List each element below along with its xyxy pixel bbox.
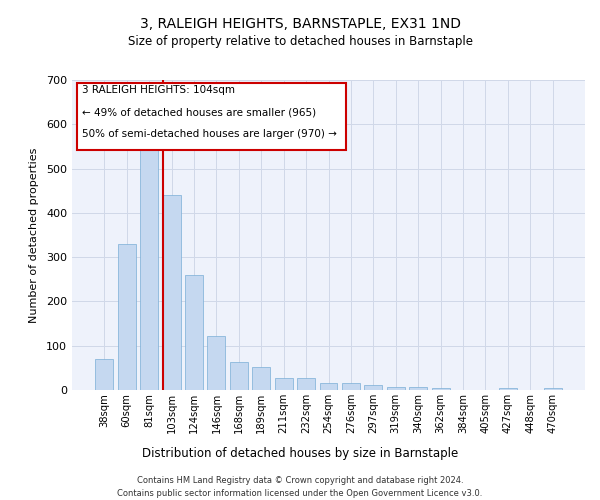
Text: 50% of semi-detached houses are larger (970) →: 50% of semi-detached houses are larger (… [82,129,337,139]
Bar [275,378,293,390]
Y-axis label: Number of detached properties: Number of detached properties [29,148,39,322]
Bar [185,275,203,390]
Bar [163,195,181,390]
Bar [252,366,270,390]
Bar [499,388,517,390]
Text: ← 49% of detached houses are smaller (965): ← 49% of detached houses are smaller (96… [82,107,316,117]
Text: 3 RALEIGH HEIGHTS: 104sqm: 3 RALEIGH HEIGHTS: 104sqm [82,85,235,95]
Bar [409,387,427,390]
Bar [544,388,562,390]
Text: Contains HM Land Registry data © Crown copyright and database right 2024.
Contai: Contains HM Land Registry data © Crown c… [118,476,482,498]
Bar [208,336,226,390]
Bar [95,359,113,390]
Bar [431,388,449,390]
Text: 3, RALEIGH HEIGHTS, BARNSTAPLE, EX31 1ND: 3, RALEIGH HEIGHTS, BARNSTAPLE, EX31 1ND [139,18,461,32]
Bar [140,140,158,390]
Bar [320,384,337,390]
Text: Size of property relative to detached houses in Barnstaple: Size of property relative to detached ho… [128,35,473,48]
Bar [387,388,405,390]
FancyBboxPatch shape [77,83,346,150]
Bar [118,244,136,390]
Bar [364,384,382,390]
Bar [230,362,248,390]
Text: Distribution of detached houses by size in Barnstaple: Distribution of detached houses by size … [142,448,458,460]
Bar [297,378,315,390]
Bar [342,384,360,390]
